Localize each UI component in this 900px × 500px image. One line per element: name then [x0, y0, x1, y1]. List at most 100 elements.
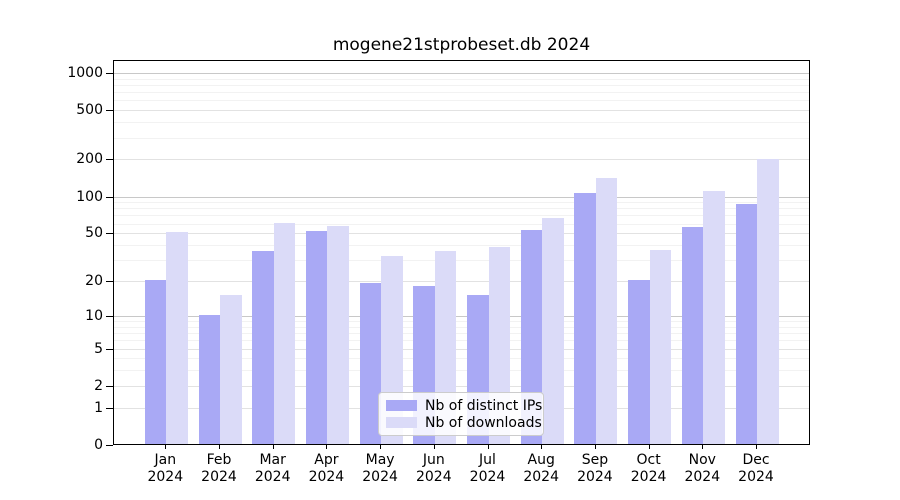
gridline-minor	[114, 100, 809, 102]
x-tick-mark	[165, 445, 167, 449]
x-tick-label-oct: Oct 2024	[630, 452, 667, 485]
y-tick-mark	[106, 196, 113, 198]
y-tick-label: 200	[76, 151, 103, 168]
gridline-minor	[114, 223, 809, 225]
gridline-minor	[114, 208, 809, 210]
legend: Nb of distinct IPs Nb of downloads	[378, 392, 544, 436]
bar-aug-downloads	[542, 217, 564, 444]
gridline-minor	[114, 326, 809, 328]
x-tick-mark	[433, 445, 435, 449]
x-tick-mark	[219, 445, 220, 449]
gridline-minor	[114, 370, 809, 372]
legend-item-distinct-ips: Nb of distinct IPs	[386, 398, 542, 414]
x-tick-mark	[648, 445, 650, 449]
y-tick-label: 100	[76, 188, 103, 205]
y-tick-mark	[106, 348, 113, 350]
y-tick-label: 20	[85, 273, 103, 290]
y-tick-mark	[106, 315, 113, 317]
x-tick-label-feb: Feb 2024	[201, 452, 237, 485]
gridline-major	[114, 281, 809, 283]
bar-mar-downloads	[273, 222, 296, 444]
y-tick-mark	[106, 281, 113, 283]
gridline-minor	[114, 333, 809, 335]
bar-nov-distinct-ips	[681, 227, 704, 444]
bar-dec-downloads	[757, 158, 779, 444]
gridline-major	[114, 233, 809, 235]
y-tick-mark	[106, 73, 113, 75]
bar-mar-distinct-ips	[252, 251, 274, 444]
y-tick-label: 50	[85, 225, 103, 242]
gridline-minor	[114, 340, 809, 342]
bar-jan-downloads	[166, 232, 188, 444]
distinct-ips-swatch-icon	[386, 400, 417, 411]
gridline-major	[114, 385, 809, 387]
gridline-minor	[114, 321, 809, 323]
gridline-minor	[114, 92, 809, 94]
x-tick-label-jun: Jun 2024	[415, 452, 452, 485]
gridline-major	[114, 159, 809, 161]
gridline-minor	[114, 78, 809, 80]
y-tick-label: 2	[94, 377, 103, 394]
legend-item-downloads: Nb of downloads	[386, 415, 542, 431]
bar-dec-distinct-ips	[735, 204, 757, 444]
y-tick-mark	[106, 110, 113, 112]
x-tick-label-jan: Jan 2024	[147, 452, 184, 485]
gridline-major	[114, 348, 809, 350]
x-tick-label-may: May 2024	[362, 452, 398, 485]
y-tick-label: 1	[94, 399, 103, 416]
gridline-minor	[114, 260, 809, 262]
y-tick-label: 500	[76, 102, 103, 119]
x-tick-mark	[541, 445, 543, 449]
x-tick-mark	[326, 445, 328, 449]
y-tick-label: 1000	[67, 65, 103, 82]
bar-nov-downloads	[703, 191, 725, 444]
x-tick-label-apr: Apr 2024	[308, 452, 345, 485]
gridline-minor	[114, 215, 809, 217]
x-tick-label-mar: Mar 2024	[254, 452, 291, 485]
x-tick-label-jul: Jul 2024	[469, 452, 506, 485]
y-tick-mark	[106, 407, 113, 409]
x-tick-mark	[756, 445, 757, 449]
x-tick-mark	[702, 445, 704, 449]
chart-title: mogene21stprobeset.db 2024	[332, 35, 591, 55]
x-tick-label-nov: Nov 2024	[684, 452, 721, 485]
gridline-minor	[114, 202, 809, 204]
y-tick-label: 0	[94, 437, 103, 453]
plot-area	[113, 60, 810, 445]
bar-jan-distinct-ips	[144, 280, 167, 444]
gridline-minor	[114, 245, 809, 247]
bar-apr-downloads	[327, 226, 349, 444]
gridline-minor	[114, 122, 809, 124]
gridline-minor	[114, 137, 809, 139]
x-tick-label-sep: Sep 2024	[577, 452, 613, 485]
bar-sep-distinct-ips	[574, 192, 596, 444]
gridline-minor	[114, 85, 809, 87]
bar-oct-downloads	[649, 249, 672, 444]
downloads-swatch-icon	[386, 417, 417, 428]
y-tick-label: 10	[85, 307, 103, 324]
x-tick-mark	[380, 445, 382, 449]
bar-aug-distinct-ips	[520, 230, 543, 444]
bar-sep-downloads	[595, 178, 618, 444]
legend-label-distinct-ips: Nb of distinct IPs	[425, 397, 543, 414]
bar-oct-distinct-ips	[628, 280, 650, 444]
gridline-minor	[114, 358, 809, 360]
x-tick-mark	[272, 445, 274, 449]
x-tick-mark	[487, 445, 489, 449]
x-tick-label-aug: Aug 2024	[523, 452, 559, 485]
y-tick-mark	[106, 233, 113, 235]
legend-label-downloads: Nb of downloads	[425, 414, 542, 431]
y-tick-mark	[106, 445, 113, 446]
gridline-major	[114, 315, 809, 317]
gridline-major	[114, 196, 809, 198]
x-tick-mark	[594, 445, 596, 449]
x-tick-label-dec: Dec 2024	[738, 452, 774, 485]
gridline-major	[114, 73, 809, 75]
y-tick-mark	[106, 159, 113, 161]
bar-apr-distinct-ips	[305, 231, 328, 444]
bar-feb-downloads	[220, 294, 242, 444]
bar-feb-distinct-ips	[198, 314, 220, 444]
bar-may-distinct-ips	[359, 282, 382, 444]
y-tick-mark	[106, 385, 113, 387]
